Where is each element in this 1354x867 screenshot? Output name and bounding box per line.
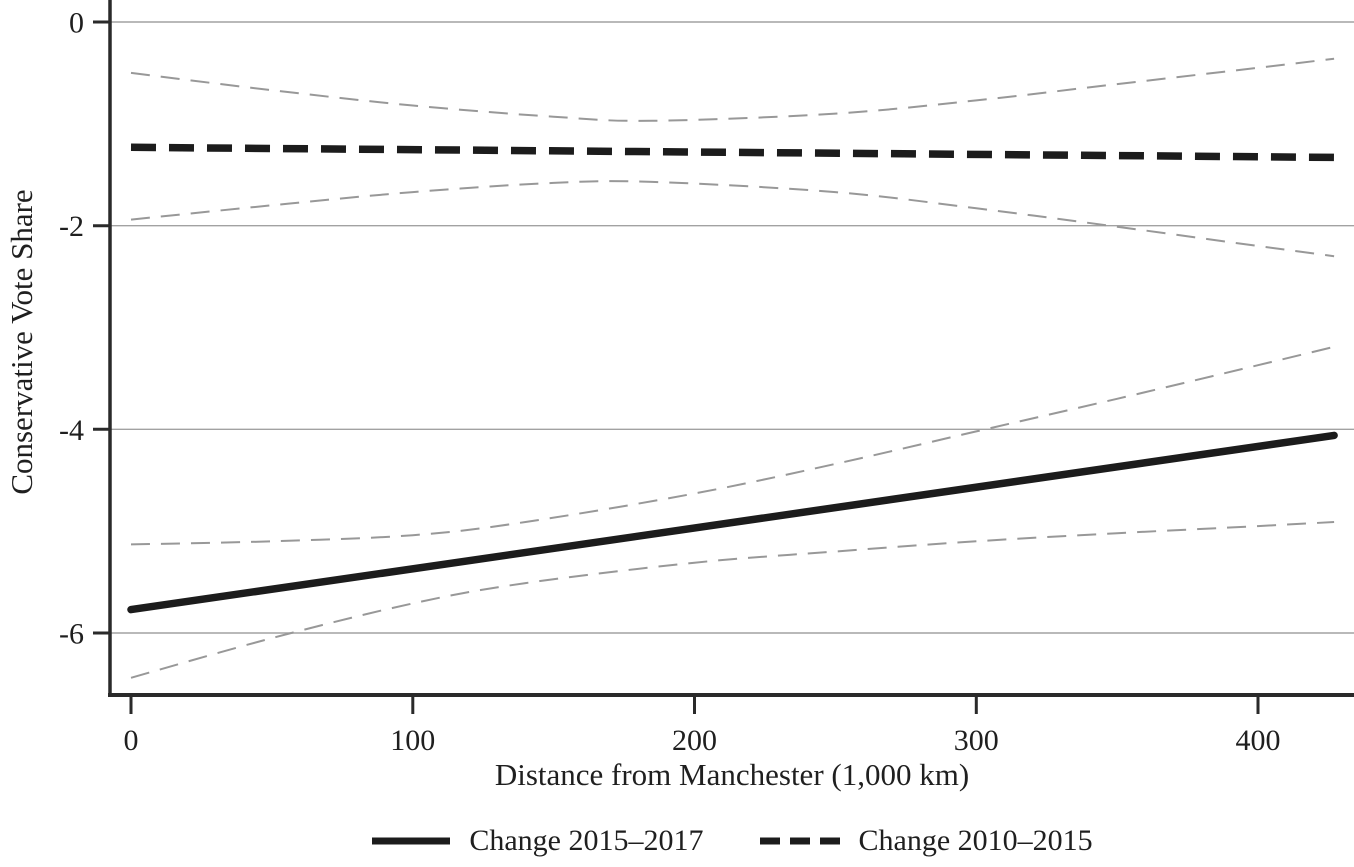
- x-tick-label-200: 200: [672, 724, 717, 757]
- series-line-change-2015-2017: [127, 431, 1338, 614]
- legend: Change 2015–2017 Change 2010–2015: [110, 824, 1354, 858]
- x-tick-label-0: 0: [124, 724, 139, 757]
- x-tick-label-400: 400: [1236, 724, 1281, 757]
- y-tick-label--6: -6: [59, 618, 84, 651]
- legend-solid-line-swatch: [372, 837, 451, 845]
- series-line-change-2015-2017-ci-upper: [130, 345, 1335, 546]
- legend-item-change-2015-2017: Change 2015–2017: [371, 824, 704, 858]
- y-tick-label-0: 0: [69, 7, 84, 40]
- series-line-change-2010-2015: [130, 143, 1335, 162]
- legend-dashed-line-swatch: [759, 837, 840, 845]
- series-line-change-2010-2015-ci-upper: [130, 57, 1335, 122]
- axes: 0 -2 -4 -6 0 100 200 300 400: [59, 0, 1354, 757]
- y-tick-label--2: -2: [59, 210, 84, 243]
- x-tick-label-300: 300: [954, 724, 999, 757]
- x-tick-label-100: 100: [390, 724, 435, 757]
- legend-label-change-2015-2017: Change 2015–2017: [469, 824, 704, 857]
- y-axis-title: Conservative Vote Share: [4, 189, 39, 495]
- x-axis-title: Distance from Manchester (1,000 km): [494, 757, 970, 792]
- gridlines: [110, 21, 1354, 634]
- legend-item-change-2010-2015: Change 2010–2015: [759, 824, 1093, 858]
- series-line-change-2010-2015-ci-lower: [130, 180, 1335, 258]
- y-tick-label--4: -4: [59, 414, 84, 447]
- legend-label-change-2010-2015: Change 2010–2015: [858, 824, 1093, 857]
- series-line-change-2015-2017-ci-lower: [130, 521, 1335, 679]
